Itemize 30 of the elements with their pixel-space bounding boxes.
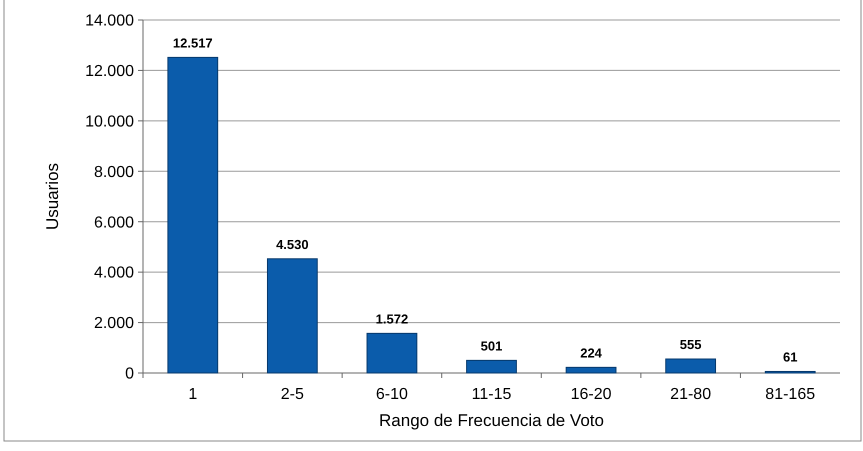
y-tick-label: 2.000 [94,315,134,332]
y-tick-label: 6.000 [94,214,134,232]
data-label: 224 [580,345,603,360]
x-tick-label: 21-80 [670,386,712,403]
bar [266,258,318,374]
y-tick-label: 10.000 [85,113,134,130]
x-tick-label: 2-5 [280,386,304,403]
data-label: 501 [480,338,502,354]
bar [665,358,716,374]
y-axis-title: Usuarios [43,162,62,230]
bar [466,360,517,374]
y-tick-label: 8.000 [94,164,134,181]
y-tick-label: 14.000 [85,12,134,30]
x-tick-label: 81-165 [765,386,816,403]
x-tick-label: 6-10 [376,386,408,403]
x-tick-label: 1 [188,386,198,403]
y-tick-label: 12.000 [85,63,134,80]
bar [167,56,218,374]
y-tick-label: 0 [125,366,134,383]
data-label: 555 [680,337,702,352]
data-label: 4.530 [276,236,309,252]
bar [366,332,418,374]
data-label: 1.572 [376,311,408,326]
x-axis-title: Rango de Frecuencia de Voto [379,411,604,430]
data-label: 61 [782,349,798,364]
x-tick-label: 16-20 [570,386,612,403]
bar [566,366,616,374]
y-tick-label: 4.000 [94,264,134,282]
x-tick-label: 11-15 [472,386,512,403]
data-label: 12.517 [172,35,213,50]
